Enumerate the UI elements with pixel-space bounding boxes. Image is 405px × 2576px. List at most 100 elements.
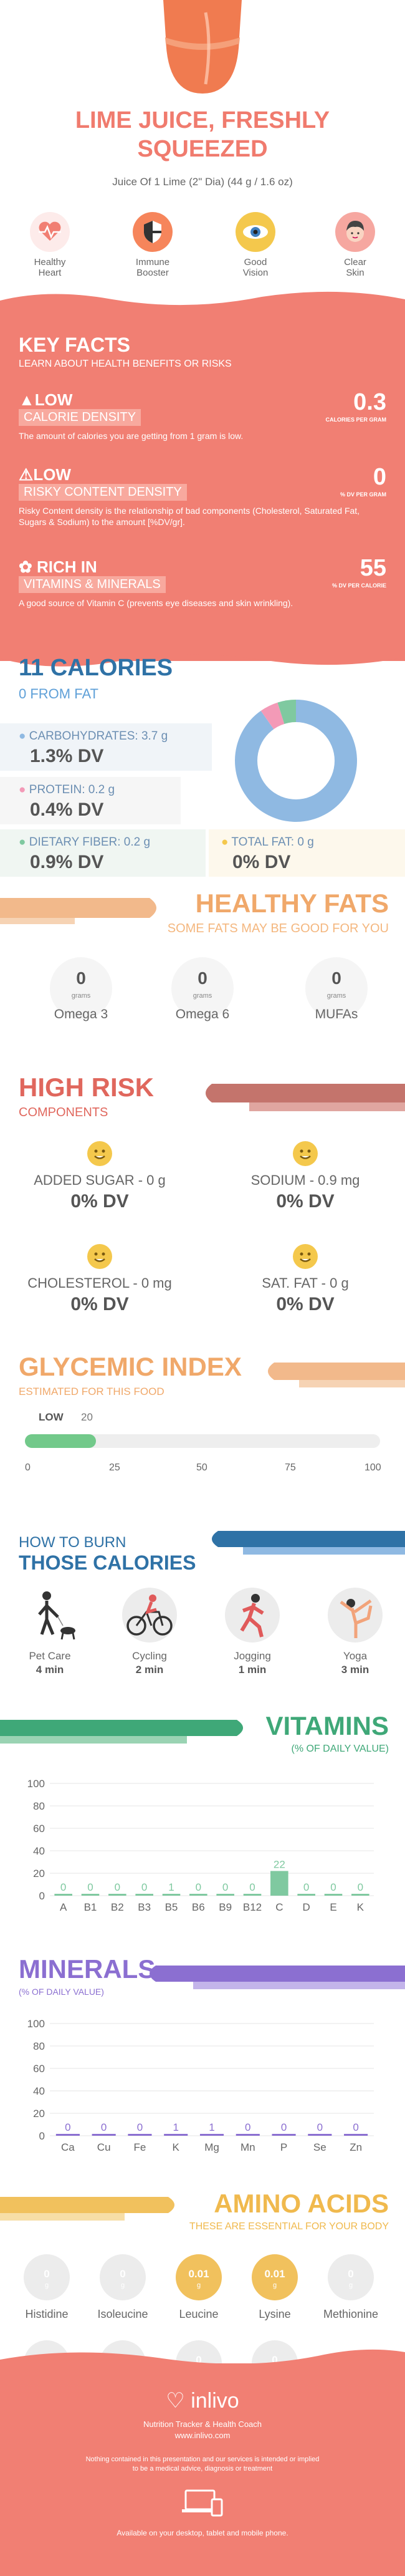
bar-value-label: 0 — [137, 2121, 143, 2133]
risk-sat-fat: SAT. FAT - 0 g 0% DV — [224, 1244, 386, 1325]
footer-tagline: Nutrition Tracker & Health Coach — [143, 2419, 262, 2429]
shield-icon — [133, 212, 173, 252]
heart-logo-icon: ♡ — [166, 2389, 185, 2413]
key-facts-background — [0, 306, 405, 661]
bar — [297, 1894, 315, 1896]
fat-omega6: 0 grams Omega 6 — [153, 957, 252, 1038]
amino-title: AMINO ACIDS — [214, 2189, 389, 2218]
dot-icon: ● — [19, 783, 26, 796]
amino-value: 0 — [44, 2268, 50, 2280]
minerals-banner — [150, 1966, 405, 1989]
footer-url[interactable]: www.inlivo.com — [174, 2431, 231, 2440]
x-tick-label: A — [60, 1901, 67, 1913]
burn-title-line2: THOSE CALORIES — [19, 1551, 196, 1574]
x-tick-label: B1 — [84, 1901, 97, 1913]
value-circle — [171, 957, 234, 1020]
bar-value-label: 0 — [358, 1881, 363, 1893]
bar — [236, 2134, 260, 2136]
benefit-immune-booster: Immune Booster — [115, 212, 190, 278]
fat-omega3: 0 grams Omega 3 — [31, 957, 131, 1038]
amino-value: 0.01 — [188, 2268, 209, 2280]
bar — [128, 2134, 152, 2136]
bar — [164, 2134, 188, 2136]
risk-sodium: SODIUM - 0.9 mg 0% DV — [224, 1141, 386, 1222]
amino-name: Methionine — [323, 2308, 379, 2320]
macro-fiber: ● DIETARY FIBER: 0.2 g 0.9% DV — [0, 829, 206, 877]
glycemic-banner — [268, 1363, 405, 1387]
burn-yoga: Yoga 3 min — [312, 1587, 399, 1681]
bar — [162, 1894, 181, 1896]
macro-protein: ● PROTEIN: 0.2 g 0.4% DV — [0, 777, 181, 824]
glycemic-level: LOW — [39, 1411, 64, 1423]
footer-background — [0, 2363, 405, 2576]
amino-unit: g — [44, 2282, 49, 2289]
x-tick-label: B3 — [138, 1901, 151, 1913]
high-risk-title: HIGH RISK — [19, 1073, 155, 1102]
x-tick-label: Cu — [97, 2141, 111, 2153]
x-tick-label: B5 — [165, 1901, 178, 1913]
calories-title: 11 CALORIES — [19, 655, 173, 681]
x-tick-label: Ca — [61, 2141, 75, 2153]
value-circle — [50, 957, 112, 1020]
high-risk-banner — [206, 1084, 405, 1111]
fact-value-vitamins: 55 — [360, 555, 386, 581]
amino-subtitle: THESE ARE ESSENTIAL FOR YOUR BODY — [189, 2221, 389, 2232]
juice-glass-illustration — [163, 0, 242, 94]
cycling-icon — [122, 1588, 177, 1643]
gi-tick: 100 — [364, 1462, 381, 1473]
smiley-icon — [293, 1244, 318, 1269]
bar — [108, 1894, 126, 1896]
y-tick-label: 40 — [33, 1845, 45, 1857]
minerals-bar-chart: 100 80 60 40 20 0 0 Ca 0 Cu 0 Fe 1 K 1 Mg 0 Mn 0 P 0 Se 0 Zn — [27, 2018, 374, 2153]
fact-level-calorie: ▲LOW — [19, 390, 73, 409]
healthy-fats-title: HEALTHY FATS — [195, 889, 389, 918]
dog-walking-icon — [38, 1591, 75, 1640]
risk-added-sugar: ADDED SUGAR - 0 g 0% DV — [19, 1141, 181, 1222]
amino-value: 0.01 — [264, 2268, 285, 2280]
risk-cholesterol: CHOLESTEROL - 0 mg 0% DV — [19, 1244, 181, 1325]
y-tick-label: 80 — [33, 2040, 45, 2052]
glycemic-title: GLYCEMIC INDEX — [19, 1352, 242, 1381]
smiley-icon — [293, 1141, 318, 1166]
bar-value-label: 0 — [101, 2121, 107, 2133]
bar-value-label: 1 — [173, 2121, 178, 2133]
glycemic-track — [25, 1434, 380, 1448]
key-facts-top-wave — [0, 291, 405, 313]
bar — [189, 1894, 207, 1896]
x-tick-label: B12 — [243, 1901, 262, 1913]
glycemic-fill — [25, 1434, 96, 1448]
gi-tick: 50 — [196, 1462, 207, 1473]
fact-label-risky-content: RISKY CONTENT DENSITY — [19, 484, 187, 501]
heart-icon — [30, 212, 70, 252]
bar — [135, 1894, 153, 1896]
x-tick-label: Se — [313, 2141, 326, 2153]
benefits-row: Healthy Heart Immune Booster Good Vision… — [12, 212, 393, 287]
glycemic-subtitle: ESTIMATED FOR THIS FOOD — [19, 1386, 164, 1397]
key-facts-title: KEY FACTS — [19, 334, 130, 356]
bar-value-label: 0 — [87, 1881, 93, 1893]
bar — [81, 1894, 100, 1896]
benefit-good-vision: Good Vision — [218, 212, 293, 278]
bar — [55, 2134, 80, 2136]
y-tick-label: 80 — [33, 1800, 45, 1812]
dot-icon: ● — [19, 730, 26, 743]
bar — [344, 2134, 368, 2136]
amino-banner — [0, 2197, 174, 2221]
burn-jogging: Jogging 1 min — [209, 1587, 296, 1681]
benefit-healthy-heart: Healthy Heart — [12, 212, 87, 278]
bar-value-label: 0 — [353, 2121, 358, 2133]
fact-text-vitamins: A good source of Vitamin C (prevents eye… — [19, 598, 293, 608]
bar-value-label: 0 — [115, 1881, 120, 1893]
x-tick-label: P — [280, 2141, 287, 2153]
amino-name: Histidine — [25, 2308, 69, 2320]
fact-text-calorie: The amount of calories you are getting f… — [19, 431, 244, 441]
yoga-icon — [328, 1588, 383, 1643]
high-risk-subtitle: COMPONENTS — [19, 1106, 108, 1119]
macro-fat: ● TOTAL FAT: 0 g 0% DV — [209, 829, 405, 877]
footer-wave — [0, 2349, 405, 2371]
eye-icon — [236, 212, 275, 252]
amino-name: Leucine — [179, 2308, 219, 2320]
glycemic-value: 20 — [81, 1411, 93, 1423]
